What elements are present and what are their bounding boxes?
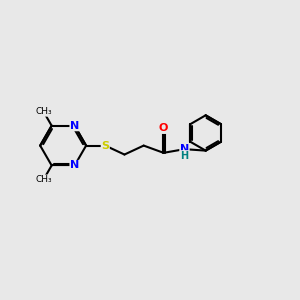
Text: N: N: [70, 160, 79, 170]
Text: N: N: [70, 121, 79, 131]
Text: CH₃: CH₃: [35, 107, 52, 116]
Text: N: N: [180, 144, 189, 154]
Text: O: O: [159, 123, 168, 134]
Text: H: H: [180, 151, 188, 160]
Text: CH₃: CH₃: [35, 175, 52, 184]
Text: S: S: [101, 141, 109, 151]
